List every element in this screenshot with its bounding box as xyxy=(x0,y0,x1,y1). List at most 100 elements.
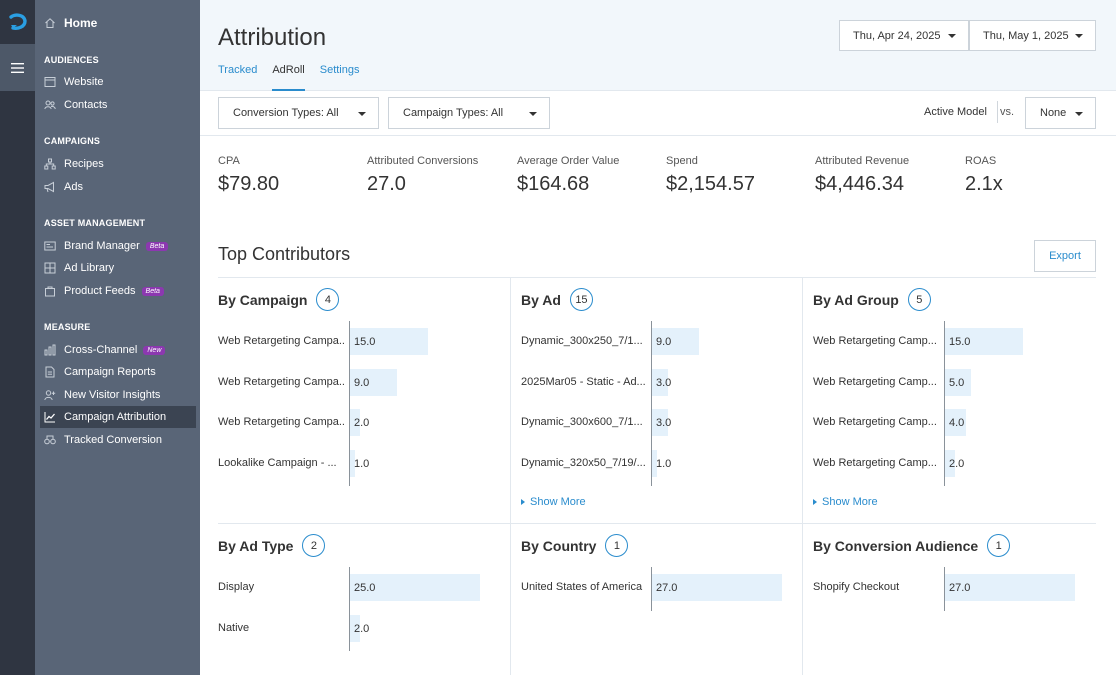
row-value: 27.0 xyxy=(656,582,678,594)
contributor-row[interactable]: Display 25.0 xyxy=(218,574,510,601)
metric-value: $164.68 xyxy=(517,173,590,195)
contributor-row[interactable]: Web Retargeting Camp... 2.0 xyxy=(813,449,1097,477)
contributor-row[interactable]: Web Retargeting Camp... 15.0 xyxy=(813,328,1097,355)
panel-title-label: By Conversion Audience xyxy=(813,537,979,554)
row-bar xyxy=(945,449,955,477)
bar-axis xyxy=(944,321,945,486)
metric-value: $2,154.57 xyxy=(666,173,755,195)
show-more-link[interactable]: Show More xyxy=(521,496,586,508)
sidebar-item-contacts[interactable]: Contacts xyxy=(40,94,196,116)
sidebar-section-measure: MEASURE xyxy=(44,322,91,332)
contributor-row[interactable]: Web Retargeting Camp... 5.0 xyxy=(813,368,1097,396)
count-badge: 4 xyxy=(316,288,340,311)
contributor-row[interactable]: United States of America 27.0 xyxy=(521,574,803,601)
sidebar-item-new-visitor-insights[interactable]: New Visitor Insights xyxy=(40,384,196,406)
sidebar-item-recipes[interactable]: Recipes xyxy=(40,153,196,175)
sidebar-item-label: Website xyxy=(64,76,104,88)
contributor-row[interactable]: Web Retargeting Campa... 2.0 xyxy=(218,409,510,436)
tab-tracked[interactable]: Tracked xyxy=(218,64,258,76)
menu-icon[interactable] xyxy=(0,44,35,91)
export-button[interactable]: Export xyxy=(1034,240,1096,272)
start-date-picker[interactable]: Thu, Apr 24, 2025 xyxy=(839,20,969,51)
count-badge: 15 xyxy=(569,288,593,311)
row-bar xyxy=(350,409,360,436)
sidebar-item-label: Product Feeds xyxy=(64,285,136,297)
campaign-types-value: Campaign Types: All xyxy=(403,107,504,119)
row-bar xyxy=(350,328,428,355)
row-label: Native xyxy=(218,621,250,634)
row-value: 9.0 xyxy=(354,376,370,389)
end-date-picker[interactable]: Thu, May 1, 2025 xyxy=(969,20,1096,51)
row-label: Dynamic_320x50_7/19/... xyxy=(521,456,646,469)
metric-value: $79.80 xyxy=(218,173,280,195)
sidebar-item-cross-channel[interactable]: Cross-Channel New xyxy=(40,339,196,361)
panel-title-label: By Country xyxy=(521,537,597,554)
tab-settings[interactable]: Settings xyxy=(319,64,360,76)
bar-chart-icon xyxy=(44,344,56,356)
show-more-link[interactable]: Show More xyxy=(813,496,878,508)
sidebar-item-campaign-reports[interactable]: Campaign Reports xyxy=(40,361,196,383)
metric-value: $4,446.34 xyxy=(815,173,904,195)
panel-by-campaign: By Campaign 4 Web Retargeting Campa... 15.0… xyxy=(218,277,510,523)
contributor-row[interactable]: Dynamic_300x250_7/1... 9.0 xyxy=(521,328,803,355)
row-bar xyxy=(652,409,668,436)
sidebar-item-tracked-conversion[interactable]: Tracked Conversion xyxy=(40,429,196,451)
conversion-icon xyxy=(44,434,56,446)
row-label: Web Retargeting Camp... xyxy=(813,335,937,347)
panel-by-country: By Country 1 United States of America 27.0 xyxy=(510,523,802,675)
row-bar xyxy=(945,328,1023,355)
panel-by-ad-group: By Ad Group 5 Web Retargeting Camp... 15.0 W… xyxy=(802,277,1096,523)
contributor-row[interactable]: Web Retargeting Campa... 15.0 xyxy=(218,328,510,355)
campaign-types-select[interactable]: Campaign Types: All xyxy=(388,97,550,129)
sidebar: Home AUDIENCES Website Contacts CAMPAIGN… xyxy=(35,0,200,675)
adroll-logo-icon[interactable] xyxy=(0,0,35,44)
chevron-down-icon xyxy=(948,34,956,38)
count-badge: 5 xyxy=(907,288,931,311)
row-label: Web Retargeting Campa... xyxy=(218,375,344,388)
contributor-row[interactable]: Shopify Checkout 27.0 xyxy=(813,574,1097,601)
chevron-down-icon xyxy=(1075,34,1083,38)
row-label: Shopify Checkout xyxy=(813,581,900,593)
chevron-down-icon xyxy=(1075,112,1083,116)
row-label: Web Retargeting Campa... xyxy=(218,335,344,347)
metric-label: Average Order Value xyxy=(517,155,620,167)
sidebar-item-campaign-attribution[interactable]: Campaign Attribution xyxy=(40,406,196,428)
contributor-row[interactable]: Web Retargeting Camp... 4.0 xyxy=(813,409,1097,436)
bag-icon xyxy=(44,285,56,297)
sidebar-item-label: Home xyxy=(64,16,98,30)
contributor-row[interactable]: 2025Mar05 - Static - Ad... 3.0 xyxy=(521,368,803,396)
bar-axis xyxy=(651,321,652,486)
contributor-row[interactable]: Dynamic_320x50_7/19/... 1.0 xyxy=(521,449,803,477)
sidebar-item-home[interactable]: Home xyxy=(44,16,97,30)
contributor-row[interactable]: Dynamic_300x600_7/1... 3.0 xyxy=(521,409,803,436)
row-bar xyxy=(350,614,360,642)
row-value: 2.0 xyxy=(354,622,370,635)
sidebar-item-product-feeds[interactable]: Product Feeds Beta xyxy=(40,280,196,302)
sidebar-item-website[interactable]: Website xyxy=(40,71,196,93)
panel-title: By Campaign 4 xyxy=(218,288,340,311)
contributor-row[interactable]: Native 2.0 xyxy=(218,614,510,642)
bar-axis xyxy=(349,321,350,486)
vs-label: vs. xyxy=(1000,106,1015,118)
row-label: Dynamic_300x250_7/1... xyxy=(521,335,643,347)
row-value: 3.0 xyxy=(656,417,672,429)
show-more-label: Show More xyxy=(822,496,878,508)
sidebar-item-brand-manager[interactable]: Brand Manager Beta xyxy=(40,235,196,257)
row-value: 9.0 xyxy=(656,336,672,348)
compare-model-select[interactable]: None xyxy=(1025,97,1096,129)
row-bar xyxy=(945,574,1075,601)
contributor-row[interactable]: Web Retargeting Campa... 9.0 xyxy=(218,368,510,396)
panel-title-label: By Ad Type xyxy=(218,537,294,554)
metric-average-order-value: Average Order Value $164.68 xyxy=(517,155,619,196)
sidebar-item-ads[interactable]: Ads xyxy=(40,176,196,198)
sidebar-item-ad-library[interactable]: Ad Library xyxy=(40,257,196,279)
contributor-row[interactable]: Lookalike Campaign - ... 1.0 xyxy=(218,449,510,477)
chevron-down-icon xyxy=(358,112,366,116)
panel-title: By Country 1 xyxy=(521,534,629,557)
row-bar xyxy=(652,574,782,601)
panel-by-conversion-audience: By Conversion Audience 1 Shopify Checkout 2… xyxy=(802,523,1096,675)
row-label: Display xyxy=(218,581,255,593)
conversion-types-select[interactable]: Conversion Types: All xyxy=(218,97,379,129)
tab-adroll[interactable]: AdRoll xyxy=(272,64,305,91)
row-value: 1.0 xyxy=(656,457,672,470)
